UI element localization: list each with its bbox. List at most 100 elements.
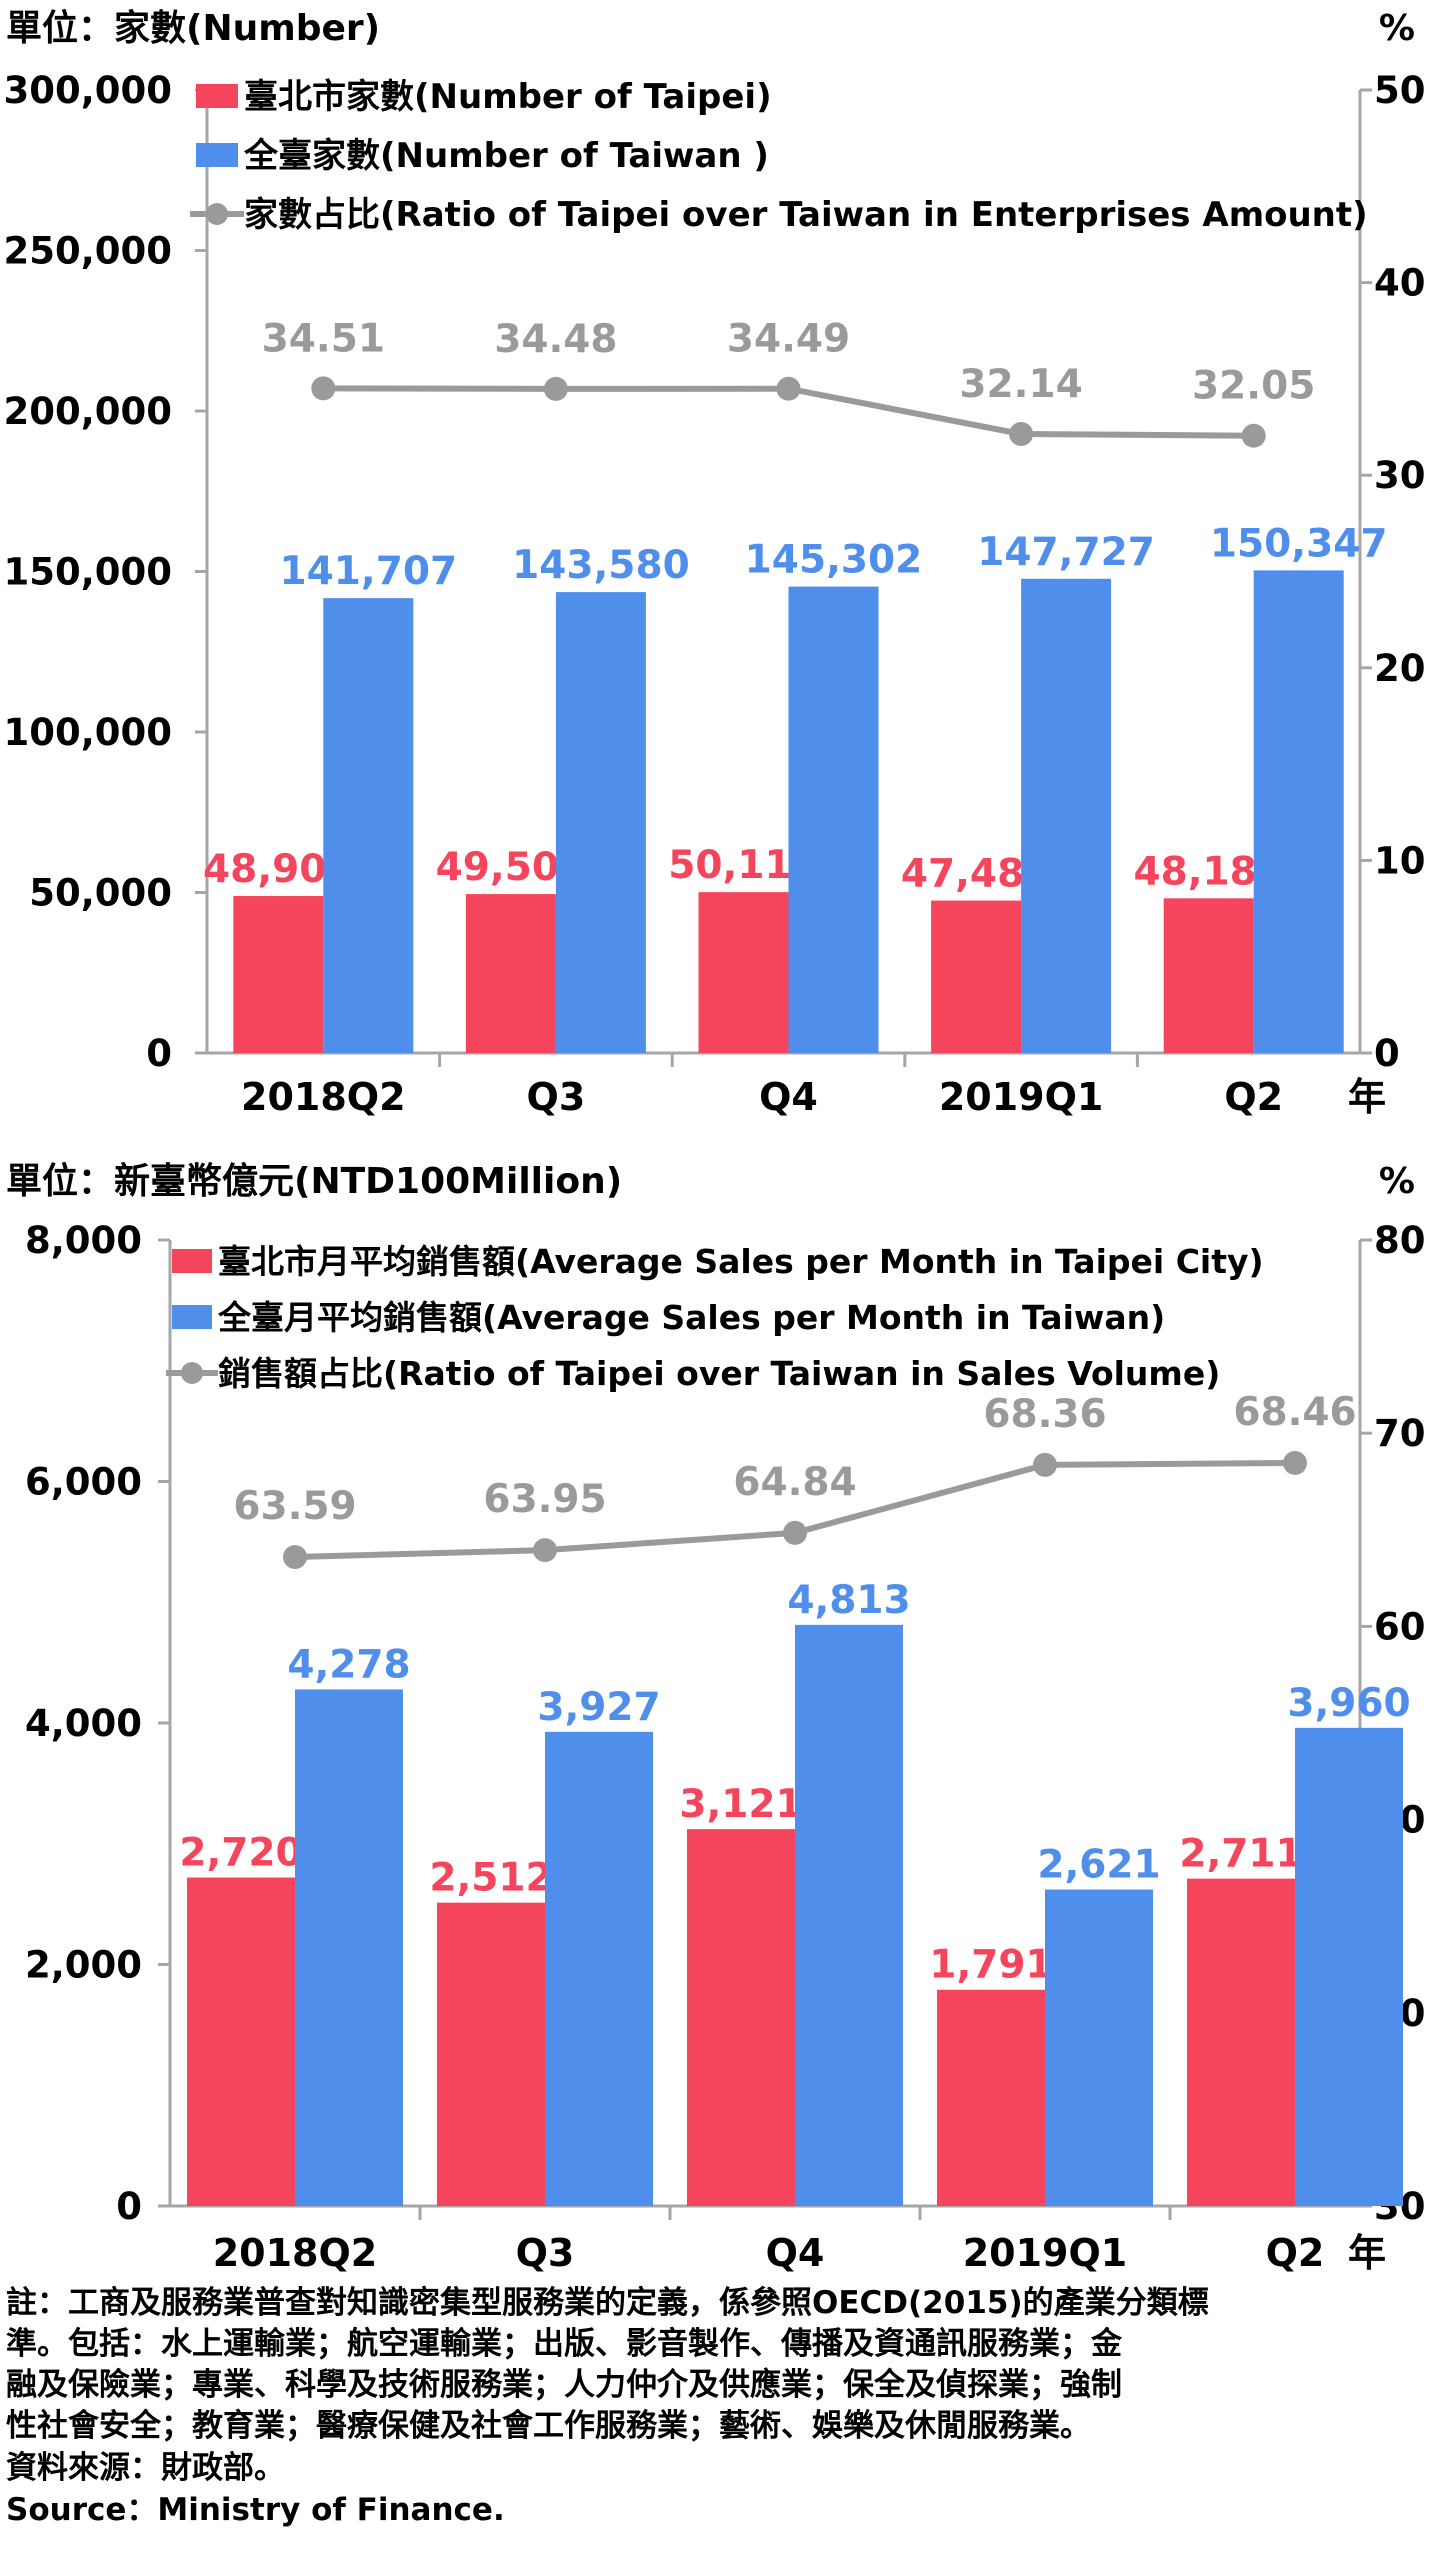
legend-label: 銷售額占比(Ratio of Taipei over Taiwan in Sal… [218, 1354, 1220, 1393]
legend-swatch [196, 84, 238, 108]
ratio-point [783, 1520, 807, 1545]
right-axis-tick-label: 60 [1374, 1605, 1426, 1648]
bar-taiwan [1045, 1889, 1153, 2206]
right-unit-label: % [1379, 8, 1415, 49]
ratio-point [283, 1545, 307, 1570]
legend-marker [206, 203, 228, 225]
note-line-3: 融及保險業；專業、科學及技術服務業；人力仲介及供應業；保全及偵探業；強制 [6, 2367, 1122, 2403]
right-axis-tick-label: 0 [1374, 1032, 1400, 1075]
bar-data-label: 2,711 [1179, 1832, 1302, 1877]
ratio-data-label: 32.05 [1192, 364, 1315, 409]
bar-data-label: 3,960 [1287, 1681, 1410, 1726]
bar-taiwan [1295, 1727, 1403, 2206]
ratio-point [311, 376, 336, 401]
bar-data-label: 143,580 [512, 543, 690, 588]
right-axis-tick-label: 80 [1374, 1219, 1426, 1262]
ratio-point [1241, 423, 1266, 448]
category-label: 2018Q2 [241, 1075, 406, 1119]
source-en: Source：Ministry of Finance. [6, 2492, 505, 2528]
note-line-1: 註：工商及服務業普查對知識密集型服務業的定義，係參照OECD(2015)的產業分… [6, 2285, 1209, 2321]
bar-data-label: 4,813 [787, 1578, 910, 1623]
ratio-point [543, 376, 568, 401]
bar-taiwan [1253, 570, 1344, 1053]
source-cn: 資料來源：財政部。 [6, 2450, 285, 2486]
ratio-data-label: 68.46 [1233, 1390, 1356, 1435]
bar-data-label: 141,707 [279, 549, 457, 594]
left-axis-tick-label: 0 [146, 1032, 172, 1075]
bar-data-label: 2,621 [1037, 1843, 1160, 1888]
legend-marker [181, 1362, 203, 1384]
left-unit-label: 單位：新臺幣億元(NTD100Million) [6, 1161, 622, 1202]
left-axis-tick-label: 300,000 [3, 69, 172, 112]
bar-data-label: 147,727 [977, 530, 1155, 575]
bar-taipei [931, 900, 1022, 1053]
bar-data-label: 4,278 [287, 1642, 410, 1687]
bar-taipei [437, 1902, 545, 2206]
ratio-point [776, 376, 801, 401]
bar-data-label: 2,720 [179, 1831, 302, 1876]
chart-canvas: 單位：家數(Number) % 0 50,000 100,000 150,000 200,0… [3, 8, 1426, 2275]
category-label: 2019Q1 [939, 1075, 1104, 1119]
ratio-data-label: 63.95 [483, 1477, 606, 1522]
left-axis-tick-label: 100,000 [3, 711, 172, 754]
ratio-data-label: 32.14 [959, 362, 1082, 407]
bar-taipei [465, 894, 556, 1053]
legend-swatch [172, 1249, 212, 1273]
left-unit-label: 單位：家數(Number) [6, 8, 380, 49]
ratio-data-label: 68.36 [983, 1392, 1106, 1437]
category-label: 2018Q2 [213, 2231, 378, 2275]
right-axis-tick-label: 10 [1374, 839, 1426, 882]
category-label: 2019Q1 [963, 2231, 1128, 2275]
bar-taiwan [1021, 578, 1112, 1053]
bar-taiwan [295, 1689, 403, 2206]
right-axis-tick-label: 30 [1374, 454, 1426, 497]
left-axis-tick-label: 8,000 [25, 1219, 142, 1262]
bar-taiwan [795, 1624, 903, 2206]
right-unit-label: % [1379, 1161, 1415, 1202]
bar-taiwan [545, 1731, 653, 2206]
bar-taipei [187, 1877, 295, 2206]
bar-data-label: 3,121 [679, 1782, 802, 1827]
right-axis-tick-label: 40 [1374, 262, 1426, 305]
category-label: Q2 [1224, 1075, 1283, 1119]
legend-swatch [172, 1305, 212, 1329]
right-axis-tick-label: 50 [1374, 69, 1426, 112]
legend-label: 臺北市月平均銷售額(Average Sales per Month in Tai… [218, 1242, 1264, 1281]
left-axis-tick-label: 2,000 [25, 1944, 142, 1987]
ratio-data-label: 34.49 [727, 317, 850, 362]
legend-label: 全臺家數(Number of Taiwan ) [243, 136, 769, 176]
bar-taipei [698, 892, 789, 1053]
bar-taiwan [788, 586, 879, 1053]
right-axis-tick-label: 20 [1374, 647, 1426, 690]
bar-taipei [233, 896, 324, 1053]
bar-taiwan [323, 598, 414, 1053]
ratio-data-label: 63.59 [233, 1484, 356, 1529]
note-line-2: 準。包括：水上運輸業；航空運輸業；出版、影音製作、傳播及資通訊服務業；金 [6, 2326, 1122, 2362]
category-label: Q4 [766, 2231, 825, 2275]
left-axis-tick-label: 4,000 [25, 1702, 142, 1745]
bar-taipei [1163, 898, 1254, 1053]
category-label: Q3 [516, 2231, 575, 2275]
category-label: Q2 [1266, 2231, 1325, 2275]
legend-label: 臺北市家數(Number of Taipei) [244, 77, 772, 117]
note-line-4: 性社會安全；教育業；醫療保健及社會工作服務業；藝術、娛樂及休閒服務業。 [6, 2408, 1091, 2444]
legend-label: 家數占比(Ratio of Taipei over Taiwan in Ente… [244, 195, 1368, 235]
right-axis-tick-label: 70 [1374, 1412, 1426, 1455]
year-unit-label: 年 [1348, 2231, 1386, 2275]
bar-data-label: 3,927 [537, 1685, 660, 1730]
bar-data-label: 1,791 [929, 1943, 1052, 1988]
left-axis-tick-label: 150,000 [3, 551, 172, 594]
ratio-data-label: 64.84 [733, 1460, 856, 1505]
category-label: Q3 [527, 1075, 586, 1119]
bar-data-label: 145,302 [745, 538, 923, 583]
left-axis-tick-label: 0 [116, 2185, 142, 2228]
left-axis-tick-label: 250,000 [3, 230, 172, 273]
ratio-point [1033, 1452, 1057, 1477]
ratio-point [1283, 1450, 1307, 1475]
ratio-point [1009, 421, 1034, 446]
ratio-point [533, 1538, 557, 1563]
ratio-data-label: 34.51 [262, 316, 385, 361]
category-label: Q4 [759, 1075, 818, 1119]
bar-taipei [687, 1829, 795, 2206]
year-unit-label: 年 [1348, 1075, 1386, 1119]
